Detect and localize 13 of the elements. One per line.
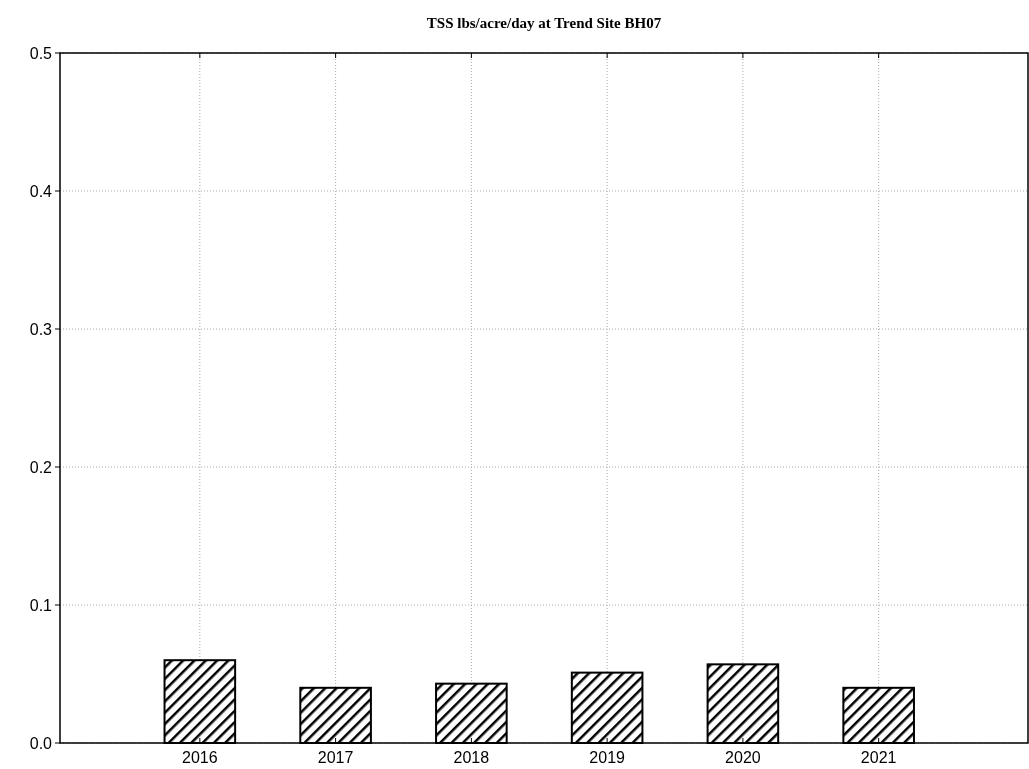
x-tick-label: 2017 [317,749,354,766]
chart-title: TSS lbs/acre/day at Trend Site BH07 [426,15,662,31]
y-tick-label: 0.1 [29,596,53,614]
x-tick-label: 2018 [453,749,490,766]
x-tick-label: 2020 [725,749,761,766]
y-tick-label: 0.3 [29,320,53,338]
y-tick-label: 0.4 [29,182,53,200]
y-tick-label: 0.0 [29,734,53,752]
x-tick-label: 2019 [589,749,626,766]
x-tick-label: 2016 [182,749,218,766]
y-tick-label: 0.2 [29,458,53,476]
y-tick-label: 0.5 [29,44,53,62]
x-tick-label: 2021 [860,749,897,766]
